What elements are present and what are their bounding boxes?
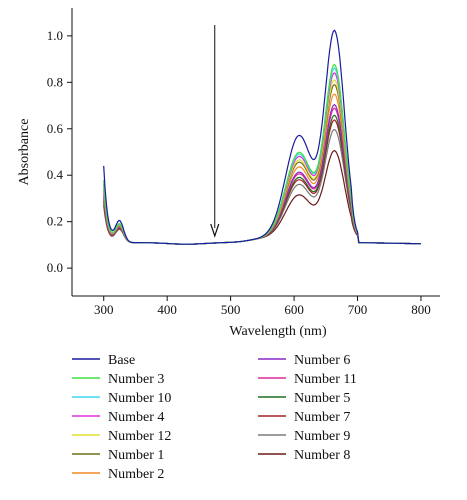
y-tick-label: 0.6 — [47, 121, 64, 136]
legend-label: Base — [108, 353, 135, 368]
x-tick-label: 700 — [348, 302, 368, 317]
x-axis-title: Wavelength (nm) — [229, 324, 327, 339]
series-line-number-7 — [103, 119, 421, 245]
legend: Base Number 3 Number 10 Number 4 Number 12 Nu… — [72, 353, 357, 482]
legend-label: Number 6 — [294, 353, 350, 368]
legend-label: Number 1 — [108, 448, 164, 463]
legend-label: Number 11 — [294, 372, 357, 387]
series-line-number-10 — [103, 67, 421, 245]
series-line-number-2 — [103, 93, 421, 245]
y-axis-title: Absorbance — [17, 119, 32, 186]
x-tick-label: 300 — [94, 302, 114, 317]
series-line-number-12 — [103, 79, 421, 245]
y-tick-label: 0.8 — [47, 74, 63, 89]
legend-label: Number 10 — [108, 391, 171, 406]
series-line-base — [103, 29, 421, 245]
series-line-number-4 — [103, 72, 421, 245]
y-tick-label: 0.2 — [47, 214, 63, 229]
series-line-number-6 — [103, 103, 421, 245]
axes: 300 400 500 600 700 800 0.0 0.2 0.4 0.6 0.8 1.0 — [47, 8, 440, 317]
series-line-number-11 — [103, 107, 421, 245]
series-line-number-3 — [103, 63, 421, 245]
x-tick-label: 400 — [157, 302, 177, 317]
legend-label: Number 8 — [294, 448, 350, 463]
legend-label: Number 3 — [108, 372, 164, 387]
series-line-number-5 — [103, 114, 421, 245]
plot-area — [103, 29, 421, 245]
x-tick-label: 600 — [284, 302, 304, 317]
arrow-head — [210, 223, 220, 238]
legend-label: Number 4 — [108, 410, 164, 425]
x-tick-label: 800 — [411, 302, 431, 317]
y-tick-label: 1.0 — [47, 28, 63, 43]
y-tick-label: 0.4 — [47, 167, 64, 182]
legend-label: Number 12 — [108, 429, 171, 444]
series-line-number-1 — [103, 83, 421, 245]
legend-label: Number 7 — [294, 410, 350, 425]
x-tick-label: 500 — [221, 302, 241, 317]
annotation-layer — [210, 25, 220, 238]
y-tick-label: 0.0 — [47, 260, 63, 275]
series-line-number-9 — [103, 128, 421, 245]
legend-label: Number 9 — [294, 429, 350, 444]
legend-label: Number 5 — [294, 391, 350, 406]
series-line-number-8 — [103, 150, 421, 245]
legend-label: Number 2 — [108, 467, 164, 482]
